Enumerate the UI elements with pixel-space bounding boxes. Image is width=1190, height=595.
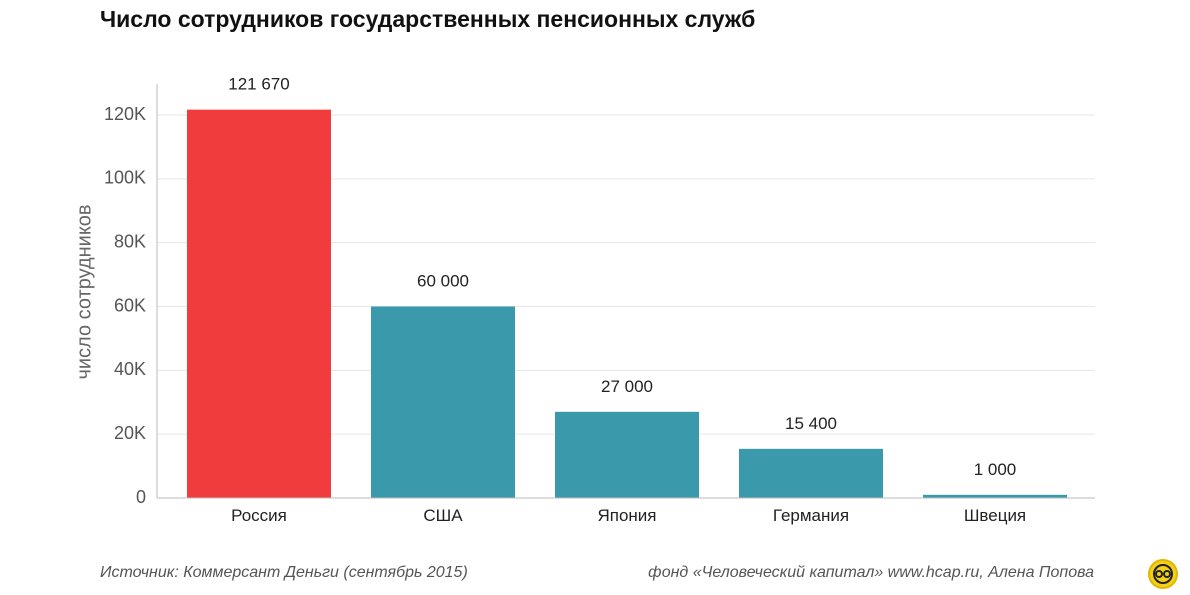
credit-note: фонд «Человеческий капитал» www.hcap.ru,…	[648, 564, 1094, 581]
y-tick-label: 0	[136, 487, 146, 507]
y-tick-label: 120K	[104, 104, 146, 124]
hcap-logo-icon	[1148, 559, 1178, 589]
y-tick-label: 20K	[114, 423, 146, 443]
data-labels: 121 670 60 000 27 000 15 400 1 000	[228, 75, 1016, 479]
bar-3	[739, 448, 883, 498]
y-axis-title: число сотрудников	[73, 204, 95, 379]
bar-chart: 0 20K 40K 60K 80K 100K 120K 121 670 60 000 27 00…	[73, 75, 1095, 525]
chart-title: Число сотрудников государственных пенсио…	[100, 6, 756, 32]
data-label-4: 1 000	[974, 460, 1017, 479]
bar-0	[187, 109, 331, 498]
data-label-1: 60 000	[417, 272, 469, 291]
bar-1	[371, 306, 515, 498]
category-label-4: Швеция	[964, 506, 1026, 525]
y-tick-label: 60K	[114, 295, 146, 315]
y-tick-label: 100K	[104, 168, 146, 188]
data-label-3: 15 400	[785, 414, 837, 433]
category-label-2: Япония	[597, 506, 656, 525]
bar-4	[923, 494, 1067, 498]
data-label-2: 27 000	[601, 377, 653, 396]
source-note: Источник: Коммерсант Деньги (сентябрь 20…	[100, 564, 468, 581]
category-label-1: США	[423, 506, 463, 525]
y-tick-label: 80K	[114, 231, 146, 251]
y-tick-label: 40K	[114, 359, 146, 379]
data-label-0: 121 670	[228, 75, 289, 94]
y-axis-ticks: 0 20K 40K 60K 80K 100K 120K	[104, 104, 146, 507]
category-labels: Россия США Япония Германия Швеция	[231, 506, 1026, 525]
category-label-0: Россия	[231, 506, 287, 525]
category-label-3: Германия	[773, 506, 849, 525]
bar-2	[555, 411, 699, 498]
bars	[187, 109, 1067, 498]
